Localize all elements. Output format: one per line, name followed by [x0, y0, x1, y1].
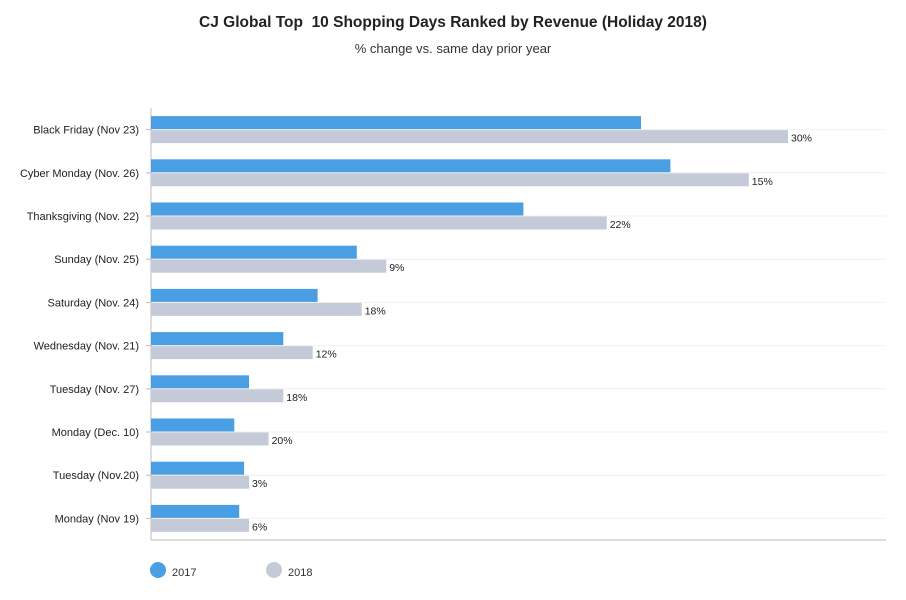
- category-label: Monday (Dec. 10): [52, 427, 139, 439]
- category-label: Sunday (Nov. 25): [54, 254, 139, 266]
- data-label-2018: 18%: [365, 305, 386, 317]
- bar-2018[interactable]: [151, 389, 284, 403]
- data-label-2018: 9%: [389, 262, 404, 274]
- data-label-2018: 30%: [791, 133, 812, 145]
- bar-2018[interactable]: [151, 216, 607, 230]
- bar-2018[interactable]: [151, 518, 249, 532]
- data-label-2018: 3%: [252, 478, 267, 490]
- bar-2018[interactable]: [151, 130, 788, 144]
- legend-marker-2017[interactable]: [150, 562, 166, 578]
- legend-label-2018[interactable]: 2018: [288, 567, 312, 579]
- category-label: Tuesday (Nov.20): [53, 470, 139, 482]
- category-label: Black Friday (Nov 23): [33, 125, 139, 137]
- data-label-2018: 12%: [316, 349, 337, 361]
- chart-subtitle: % change vs. same day prior year: [354, 41, 552, 56]
- category-label: Wednesday (Nov. 21): [34, 341, 139, 353]
- category-label: Tuesday (Nov. 27): [50, 384, 139, 396]
- bar-2017[interactable]: [151, 418, 235, 432]
- bar-2017[interactable]: [151, 159, 671, 173]
- data-label-2018: 20%: [272, 435, 293, 447]
- data-label-2018: 22%: [610, 219, 631, 231]
- bar-2018[interactable]: [151, 259, 387, 273]
- bar-2018[interactable]: [151, 173, 749, 187]
- legend-marker-2018[interactable]: [266, 562, 282, 578]
- legend-label-2017[interactable]: 2017: [172, 567, 196, 579]
- category-label: Monday (Nov 19): [55, 513, 139, 525]
- data-label-2018: 15%: [752, 176, 773, 188]
- bar-2017[interactable]: [151, 332, 284, 346]
- bar-2018[interactable]: [151, 475, 249, 489]
- bar-2018[interactable]: [151, 432, 269, 446]
- bar-2017[interactable]: [151, 461, 245, 475]
- bar-2017[interactable]: [151, 375, 249, 389]
- bar-2017[interactable]: [151, 288, 318, 302]
- bar-2017[interactable]: [151, 202, 524, 216]
- bar-2017[interactable]: [151, 245, 357, 259]
- data-label-2018: 6%: [252, 521, 267, 533]
- bar-2018[interactable]: [151, 302, 362, 316]
- category-label: Saturday (Nov. 24): [47, 297, 139, 309]
- bar-2017[interactable]: [151, 504, 240, 518]
- category-label: Thanksgiving (Nov. 22): [27, 211, 139, 223]
- bar-2018[interactable]: [151, 346, 313, 360]
- data-label-2018: 18%: [286, 392, 307, 404]
- chart-title: CJ Global Top 10 Shopping Days Ranked by…: [199, 14, 707, 31]
- category-label: Cyber Monday (Nov. 26): [20, 168, 139, 180]
- bar-2017[interactable]: [151, 116, 641, 130]
